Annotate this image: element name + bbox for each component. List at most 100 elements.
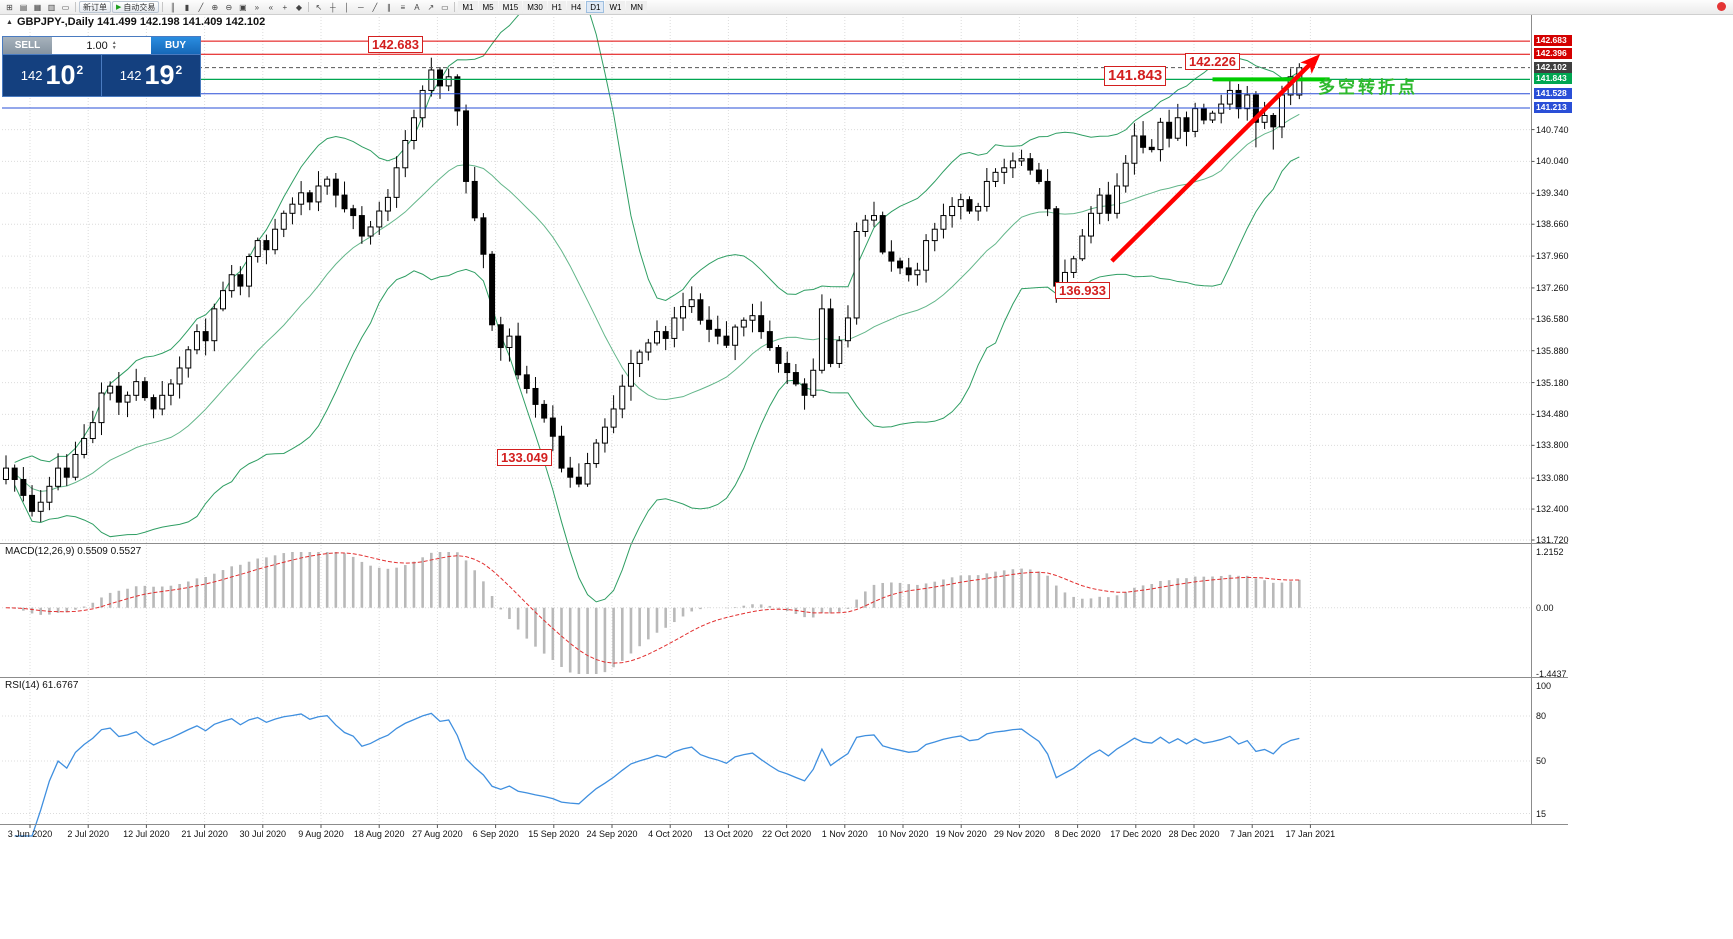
candle-body [1096,194,1103,214]
candle-body [627,362,634,387]
candle-body [714,328,721,337]
timeframe-m1-button[interactable]: M1 [458,1,478,13]
candle-body [393,167,400,198]
candle-body [1035,169,1042,182]
candle-body [11,467,18,480]
objects-icon[interactable]: ◆ [295,2,302,12]
price-label-142226[interactable]: 142.226 [1185,53,1240,70]
volume-down-icon[interactable]: ▼ [111,44,117,51]
timeframe-h4-button[interactable]: H4 [567,1,586,13]
candle-body [610,408,617,428]
candle-body [619,385,626,410]
chart-shift-icon[interactable]: « [268,2,274,12]
timeframe-mn-button[interactable]: MN [626,1,647,13]
candle-body [1261,114,1268,123]
volume-field[interactable]: 1.00 ▲ ▼ [52,37,151,54]
sell-price[interactable]: 142 10 2 [3,55,101,96]
channel-icon[interactable]: ∥ [386,2,391,12]
vertical-line-icon[interactable]: │ [344,2,350,12]
candle-body [567,467,574,478]
profiles-icon[interactable]: ▤ [19,2,28,12]
bollinger-lower [14,156,1300,603]
candle-body [697,299,704,321]
candle-body [1226,89,1233,105]
candle-body [98,392,105,424]
zoom-in-icon[interactable]: ⊕ [211,2,219,12]
timeframe-m30-button[interactable]: M30 [523,1,547,13]
crosshair-icon[interactable]: ┼ [330,2,336,12]
horizontal-line-icon[interactable]: ─ [358,2,364,12]
buy-price-main: 142 [119,68,142,83]
candle-body [662,331,669,339]
price-label-142683[interactable]: 142.683 [368,36,423,53]
candle-body [428,69,435,91]
candle-body [367,226,374,237]
data-window-icon[interactable]: ▥ [47,2,56,12]
terminal-icon[interactable]: ▭ [61,2,70,12]
shapes-icon[interactable]: ▭ [441,2,449,12]
buy-price[interactable]: 142 19 2 [101,55,200,96]
timeframe-m15-button[interactable]: M15 [498,1,523,13]
indicators-icon[interactable]: + [282,2,288,12]
trend-arrow[interactable] [1110,54,1321,263]
candle-body [836,340,843,364]
candle-body [1209,112,1216,121]
bar-chart-icon[interactable]: ║ [170,2,176,12]
candle-body [601,426,608,444]
tile-windows-icon[interactable]: ▣ [239,2,247,12]
buy-button[interactable]: BUY [151,37,200,54]
arrow-icon[interactable]: ↗ [427,2,435,12]
price-label-141843[interactable]: 141.843 [1104,66,1167,86]
cursor-icon[interactable]: ↖ [315,2,323,12]
candle-body [706,319,713,330]
candle-body [358,215,365,237]
auto-scroll-icon[interactable]: » [254,2,260,12]
timeframe-m5-button[interactable]: M5 [478,1,498,13]
candle-body [654,331,660,344]
sell-price-main: 142 [20,68,43,83]
buy-price-frac: 2 [175,62,183,77]
line-chart-icon[interactable]: ╱ [198,2,204,12]
candle-body [46,485,53,503]
trendline-icon[interactable]: ╱ [372,2,378,12]
candle-body [949,205,956,217]
sell-button[interactable]: SELL [3,37,52,54]
candle-body [133,381,140,396]
bollinger-bands [14,13,1300,603]
autotrading-button[interactable]: ▶ 自动交易 [112,1,160,13]
new-chart-icon[interactable]: ⊞ [6,2,13,12]
turning-point-text[interactable]: 多空转折点 [1318,78,1418,97]
candlestick-icon[interactable]: ▮ [184,2,190,12]
text-icon[interactable]: A [414,2,420,12]
candle-body [1200,108,1207,121]
timeframe-h1-button[interactable]: H1 [547,1,566,13]
price-label-136933[interactable]: 136.933 [1055,282,1110,299]
sell-price-pips: 10 [45,60,76,90]
fibonacci-icon[interactable]: ≡ [400,2,406,12]
sell-price-frac: 2 [76,62,84,77]
candle-body [1088,212,1094,237]
rsi-indicator-title: RSI(14) 61.6767 [5,680,79,691]
new-order-button[interactable]: 新订单 [79,1,111,13]
collapse-triangle-icon[interactable]: ▲ [6,18,13,26]
candle-body [818,308,825,371]
candle-body [636,351,643,364]
candle-body [506,335,513,349]
price-chart[interactable] [0,13,1733,939]
macd-signal-line [5,552,1300,664]
candle-body [775,347,782,364]
candle-body [193,331,200,351]
timeframe-d1-button[interactable]: D1 [586,1,605,13]
candle-body [549,417,556,437]
candle-body [1244,94,1251,110]
timeframe-w1-button[interactable]: W1 [605,1,626,13]
candle-body [923,240,930,271]
toolbar-separator [454,2,456,12]
market-watch-icon[interactable]: ▦ [33,2,42,12]
candle-body [1131,135,1138,164]
zoom-out-icon[interactable]: ⊖ [225,2,233,12]
price-label-133049[interactable]: 133.049 [497,449,552,466]
candle-body [1114,185,1121,214]
volume-up-icon[interactable]: ▲ [111,39,117,46]
candle-body [888,251,895,262]
